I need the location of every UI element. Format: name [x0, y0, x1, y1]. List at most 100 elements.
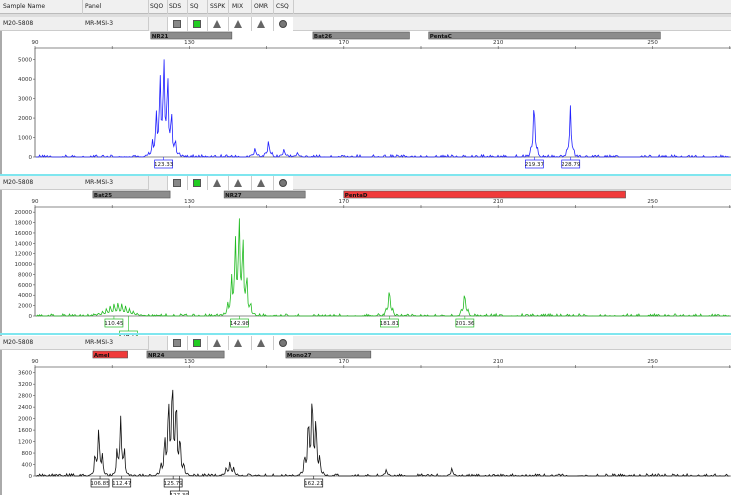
csq-circle-cell[interactable]: [273, 176, 293, 190]
col-mix[interactable]: MIX: [232, 3, 244, 10]
csq-circle-cell[interactable]: [273, 336, 293, 350]
mix-triangle-cell[interactable]: [228, 17, 251, 31]
bin-marker-pentac[interactable]: PentaC: [428, 31, 661, 40]
peak-label[interactable]: 112.47: [112, 476, 132, 488]
sample-name: M20-5808: [3, 339, 34, 346]
y-tick-label: 3000: [18, 97, 32, 103]
peak-label-text: 201.36: [455, 321, 475, 327]
y-tick-label: 2000: [18, 304, 32, 310]
csq-circle-icon: [279, 339, 287, 347]
y-tick-label: 0: [29, 155, 33, 161]
sqo-cell[interactable]: [148, 176, 167, 190]
sq-green-square-icon: [193, 179, 201, 187]
peak-label[interactable]: 162.21: [304, 476, 323, 488]
col-panel[interactable]: Panel: [85, 3, 102, 10]
x-tick-label: 170: [339, 359, 350, 365]
y-tick-label: 0: [29, 474, 33, 480]
peak-label[interactable]: 125.79: [164, 476, 184, 488]
sds-gray-square-cell[interactable]: [167, 336, 187, 350]
sspk-triangle-cell[interactable]: [207, 176, 228, 190]
sq-green-square-cell[interactable]: [187, 176, 207, 190]
sq-green-square-cell[interactable]: [187, 17, 207, 31]
y-tick-label: 1000: [18, 136, 32, 142]
bin-marker-nr24[interactable]: NR24: [146, 350, 225, 359]
x-tick-label: 90: [32, 40, 39, 46]
col-omr[interactable]: OMR: [254, 3, 269, 10]
peak-label-text: 127.39: [170, 493, 190, 495]
mix-triangle-icon: [234, 20, 242, 28]
sample-row[interactable]: M20-5808 MR-MSI-3: [0, 336, 731, 350]
peak-label[interactable]: 106.85: [90, 476, 110, 488]
bin-marker-label: NR21: [152, 34, 169, 40]
peak-label[interactable]: 123.33: [154, 157, 174, 169]
peak-label[interactable]: 181.81: [380, 316, 399, 328]
electropherogram-panel-green: M20-5808 MR-MSI-3 Bat25 NR27 PentaD 90 130 170…: [0, 176, 731, 340]
x-tick-label: 210: [493, 359, 504, 365]
mix-triangle-cell[interactable]: [228, 336, 251, 350]
x-tick-label: 250: [647, 359, 658, 365]
col-sample-name[interactable]: Sample Name: [3, 3, 46, 10]
peak-label-text: 162.21: [304, 481, 323, 487]
peak-label[interactable]: 228.79: [561, 157, 581, 169]
peak-label[interactable]: 142.98: [230, 316, 250, 328]
x-tick-label: 210: [493, 40, 504, 46]
y-tick-label: 1200: [18, 440, 32, 446]
y-tick-label: 2000: [18, 417, 32, 423]
peak-label-text: 181.81: [380, 321, 399, 327]
omr-triangle-cell[interactable]: [251, 336, 273, 350]
sample-row[interactable]: M20-5808 MR-MSI-3: [0, 17, 731, 31]
col-csq[interactable]: CSQ: [276, 3, 289, 10]
bin-marker-bat25[interactable]: Bat25: [92, 190, 171, 199]
sqo-cell[interactable]: [148, 336, 167, 350]
col-sds[interactable]: SDS: [169, 3, 182, 10]
x-tick-label: 90: [32, 359, 39, 365]
sspk-triangle-cell[interactable]: [207, 336, 228, 350]
bin-marker-label: Amel: [94, 353, 110, 359]
csq-circle-cell[interactable]: [273, 17, 293, 31]
y-tick-label: 16000: [15, 231, 33, 237]
col-sq[interactable]: SQ: [190, 3, 199, 10]
sds-gray-square-cell[interactable]: [167, 176, 187, 190]
bin-marker-nr21[interactable]: NR21: [150, 31, 233, 40]
bin-marker-mono27[interactable]: Mono27: [285, 350, 372, 359]
peak-label[interactable]: 127.39: [170, 476, 190, 495]
omr-triangle-icon: [257, 339, 265, 347]
omr-triangle-cell[interactable]: [251, 176, 273, 190]
y-tick-label: 18000: [15, 221, 33, 227]
y-tick-label: 8000: [18, 272, 32, 278]
sspk-triangle-icon: [213, 20, 221, 28]
bin-marker-label: NR27: [225, 193, 242, 199]
omr-triangle-cell[interactable]: [251, 17, 273, 31]
sqo-cell[interactable]: [148, 17, 167, 31]
plot-area: NR21 Bat26 PentaC 90 130 170 210 250 0 1000 2000 30…: [18, 31, 731, 169]
bin-marker-label: NR24: [148, 353, 165, 359]
sample-row[interactable]: M20-5808 MR-MSI-3: [0, 176, 731, 190]
sq-green-square-icon: [193, 20, 201, 28]
bin-marker-nr27[interactable]: NR27: [223, 190, 306, 199]
x-tick-label: 210: [493, 199, 504, 205]
peak-label-text: 219.37: [525, 162, 545, 168]
sspk-triangle-cell[interactable]: [207, 17, 228, 31]
csq-circle-icon: [279, 179, 287, 187]
y-tick-label: 800: [22, 451, 33, 457]
bin-marker-amel[interactable]: Amel: [92, 350, 128, 359]
peak-label[interactable]: 110.45: [104, 316, 124, 328]
mix-triangle-cell[interactable]: [228, 176, 251, 190]
x-tick-label: 130: [184, 199, 195, 205]
sq-green-square-cell[interactable]: [187, 336, 207, 350]
peak-label[interactable]: 219.37: [525, 157, 545, 169]
peak-label[interactable]: 201.36: [455, 316, 475, 328]
sds-gray-square-cell[interactable]: [167, 17, 187, 31]
trace-black: [35, 389, 730, 477]
x-tick-label: 170: [339, 199, 350, 205]
y-tick-label: 2000: [18, 116, 32, 122]
col-sqo[interactable]: SQO: [150, 3, 164, 10]
y-tick-label: 12000: [15, 252, 33, 258]
col-sspk[interactable]: SSPK: [210, 3, 226, 10]
peak-label-text: 110.45: [104, 321, 124, 327]
x-tick-label: 130: [184, 40, 195, 46]
x-tick-label: 130: [184, 359, 195, 365]
bin-marker-pentad[interactable]: PentaD: [343, 190, 626, 199]
bin-marker-bat26[interactable]: Bat26: [312, 31, 410, 40]
bin-marker-label: Bat26: [314, 34, 332, 40]
